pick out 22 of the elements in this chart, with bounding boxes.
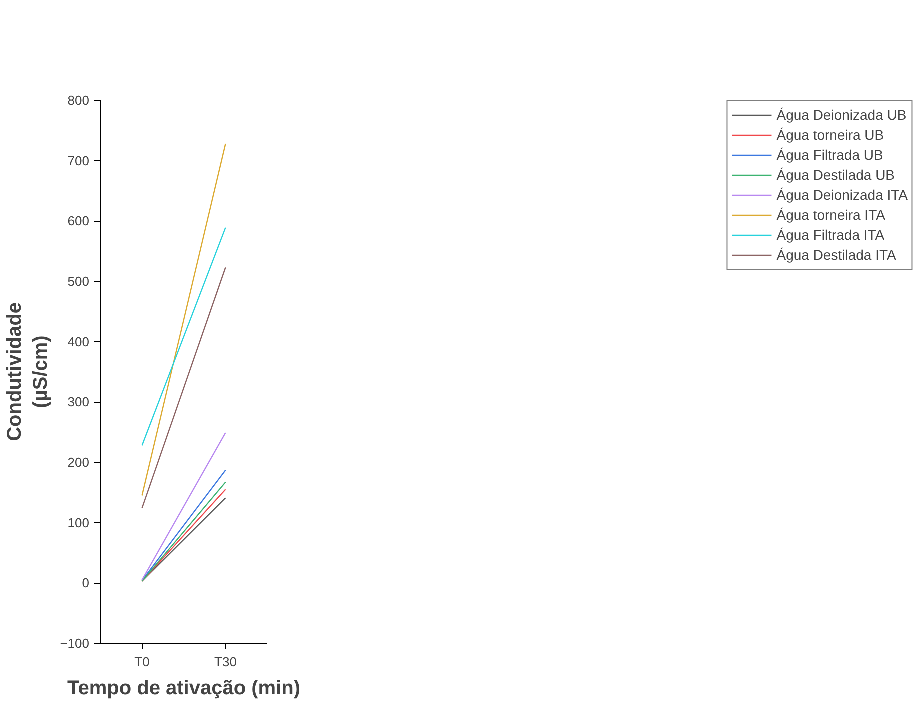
x-tick-label: T0 — [134, 654, 150, 670]
legend-label: Água torneira UB — [776, 127, 884, 143]
legend-label: Água Destilada ITA — [776, 247, 896, 263]
y-tick-label: 100 — [68, 515, 90, 530]
legend-label: Água Filtrada ITA — [776, 227, 885, 243]
y-tick-label: 300 — [68, 394, 90, 410]
y-tick-label: −100 — [60, 636, 90, 651]
y-tick-label: 600 — [68, 214, 90, 229]
legend-label: Água Filtrada UB — [776, 147, 884, 163]
x-tick-label: T30 — [214, 654, 237, 670]
y-axis-title: Condutividade (µS/cm) — [4, 302, 52, 442]
legend-label: Água Deionizada UB — [776, 107, 907, 123]
y-tick-label: 500 — [68, 274, 90, 289]
y-tick-label: 700 — [68, 153, 90, 168]
legend-label: Água torneira ITA — [776, 207, 886, 223]
y-tick-label: 0 — [82, 576, 90, 591]
x-axis-title: Tempo de ativação (min) — [67, 678, 301, 700]
y-tick-label: 200 — [68, 455, 90, 470]
legend-label: Água Deionizada ITA — [776, 187, 908, 203]
y-tick-label: 800 — [68, 93, 90, 108]
y-tick-label: 400 — [68, 334, 90, 350]
legend-label: Água Destilada UB — [776, 167, 896, 183]
